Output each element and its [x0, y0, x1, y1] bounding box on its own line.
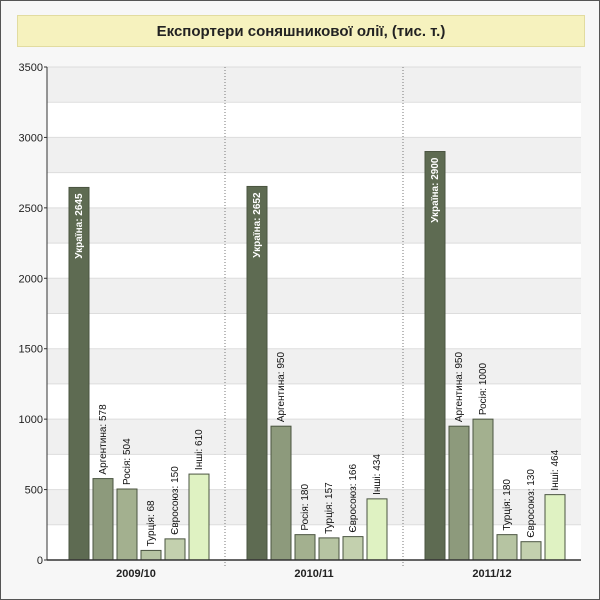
- bar: [448, 425, 470, 561]
- y-tick-label: 1000: [19, 414, 43, 426]
- bar: [366, 498, 388, 561]
- data-label: Аргентина: 950: [454, 352, 465, 423]
- data-label: Євросоюз: 166: [348, 464, 359, 533]
- data-label: Турція: 68: [146, 500, 157, 546]
- data-label: Україна: 2652: [252, 192, 263, 258]
- grid-band: [47, 137, 581, 173]
- bar: [92, 478, 114, 561]
- grid-band: [47, 67, 581, 103]
- bar: [164, 538, 186, 561]
- data-label: Аргентина: 950: [276, 352, 287, 423]
- bar: [270, 425, 292, 561]
- y-tick-label: 2000: [19, 273, 43, 285]
- data-label: Росія: 1000: [478, 362, 489, 415]
- category-label: 2011/12: [472, 568, 511, 580]
- data-label: Інші: 464: [550, 449, 561, 490]
- data-label: Турція: 157: [324, 482, 335, 534]
- y-tick-label: 0: [37, 555, 43, 567]
- data-label: Україна: 2645: [74, 193, 85, 259]
- grid-band: [47, 207, 581, 244]
- bar: [116, 488, 138, 561]
- y-tick-label: 500: [25, 485, 43, 497]
- grid-band: [47, 278, 581, 314]
- data-label: Євросоюз: 130: [526, 469, 537, 538]
- category-label: 2009/10: [116, 568, 156, 580]
- data-label: Інші: 610: [194, 429, 205, 470]
- data-label: Аргентина: 578: [98, 404, 109, 475]
- bar: [544, 494, 566, 561]
- bar: [318, 537, 340, 561]
- data-label: Росія: 504: [122, 438, 133, 485]
- grid-band: [47, 348, 581, 384]
- bar: [188, 473, 210, 561]
- data-label: Євросоюз: 150: [170, 466, 181, 535]
- chart-title: Експортери соняшникової олії, (тис. т.): [17, 15, 585, 47]
- y-tick-label: 2500: [19, 203, 43, 215]
- category-label: 2010/11: [294, 568, 333, 580]
- bar: [140, 549, 162, 561]
- data-label: Росія: 180: [300, 484, 311, 531]
- y-tick-label: 1500: [19, 344, 43, 356]
- bar: [294, 534, 316, 561]
- y-tick-label: 3000: [19, 132, 43, 144]
- data-label: Україна: 2900: [430, 157, 441, 223]
- bar: [342, 536, 364, 561]
- bar: [496, 534, 518, 561]
- y-tick-label: 3500: [19, 62, 43, 74]
- bar: [472, 418, 494, 561]
- data-label: Інші: 434: [372, 454, 383, 495]
- bar: [520, 541, 542, 561]
- data-label: Турція: 180: [502, 479, 513, 531]
